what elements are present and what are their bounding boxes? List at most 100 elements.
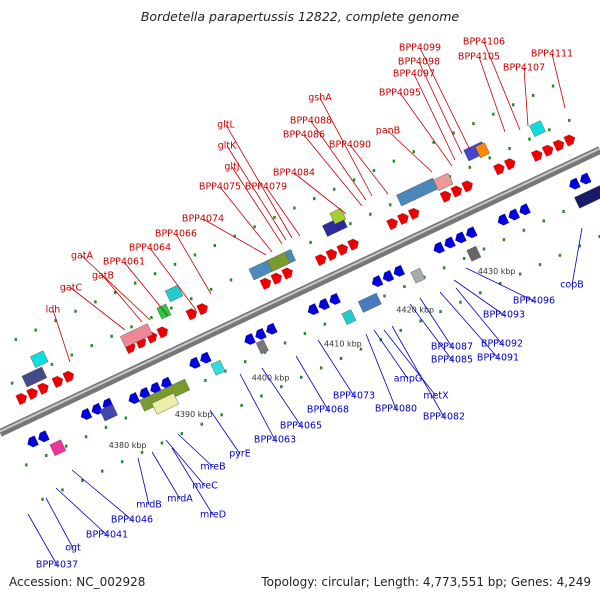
gene-label-bpp4037-leader	[27, 513, 58, 566]
gene-label-bpp4085-leader	[409, 303, 453, 361]
tick-dot	[240, 403, 243, 407]
feature-block	[475, 142, 490, 158]
tick-dot	[70, 353, 74, 357]
tick-dot	[153, 272, 157, 276]
gene-label-bpp4096-leader	[465, 267, 535, 302]
reverse-gene-arrow-shape	[318, 297, 331, 311]
tick-dot	[512, 103, 515, 107]
forward-gene-arrow-shape	[347, 238, 359, 251]
tick-dot	[419, 319, 422, 323]
feature-block-shape	[21, 366, 48, 388]
gene-label-bpp4046: BPP4046	[111, 515, 153, 526]
forward-gene-arrow-shape	[450, 185, 463, 198]
reverse-gene-arrow	[80, 407, 93, 421]
tick-dot	[283, 341, 287, 345]
gene-label-bpp4092-leader	[455, 287, 503, 345]
reverse-gene-arrow-shape	[465, 226, 478, 239]
tick-dot	[323, 322, 327, 326]
gene-label-pyre-leader	[209, 409, 241, 455]
feature-block-shape	[466, 245, 482, 262]
tick-dot	[224, 369, 227, 373]
tick-dot	[479, 291, 482, 295]
tick-dot	[472, 122, 475, 126]
gene-label-gsha-leader	[319, 97, 373, 197]
reverse-gene-arrow-shape	[568, 177, 581, 190]
forward-gene-arrow	[461, 180, 474, 193]
feature-block-shape	[475, 142, 490, 158]
gene-label-bpp4107-leader	[523, 67, 529, 127]
gene-label-bpp4079: BPP4079	[245, 182, 287, 193]
forward-gene-arrow-shape	[15, 392, 28, 406]
scale-tick-label-4390-kbp: 4390 kbp	[175, 410, 213, 419]
forward-gene-arrow-shape	[461, 180, 474, 193]
gene-label-gatc: gatC	[60, 283, 83, 294]
gene-label-bpp4084-leader	[293, 172, 347, 215]
forward-gene-arrow	[51, 375, 64, 389]
tick-dot	[200, 422, 204, 426]
gene-label-bpp4073: BPP4073	[333, 391, 375, 402]
tick-dot	[442, 266, 446, 270]
forward-gene-arrow	[15, 392, 28, 406]
forward-gene-arrow	[552, 139, 565, 152]
tick-dot	[492, 112, 495, 116]
tick-dot	[193, 253, 197, 257]
tick-dot	[412, 150, 416, 154]
forward-gene-arrow-shape	[62, 370, 75, 383]
tick-dot	[114, 290, 117, 294]
gene-label-bpp4066-leader	[175, 233, 212, 295]
reverse-gene-arrow-shape	[393, 264, 406, 277]
reverse-gene-arrow	[579, 172, 592, 185]
gene-label-bpp4063-leader	[239, 373, 276, 441]
reverse-gene-arrow	[199, 351, 212, 364]
reverse-gene-arrow	[433, 241, 446, 254]
reverse-gene-arrow-shape	[382, 269, 395, 283]
tick-dot	[339, 357, 343, 361]
reverse-gene-arrow-shape	[27, 435, 39, 448]
gene-label-ampg-leader	[373, 329, 409, 380]
tick-dot	[369, 212, 372, 216]
forward-gene-arrow-shape	[396, 212, 409, 226]
gene-label-bpp4068: BPP4068	[307, 405, 349, 416]
tick-dot	[45, 454, 48, 458]
gene-label-bpp4086-leader	[303, 134, 363, 207]
reverse-gene-arrow-shape	[371, 274, 384, 288]
forward-gene-arrow-shape	[51, 375, 64, 389]
gene-label-bpp4068-leader	[295, 355, 329, 411]
gene-label-bpp4111: BPP4111	[531, 49, 573, 60]
gene-label-pyre: pyrE	[229, 449, 251, 460]
gene-label-metx: metX	[423, 391, 449, 402]
feature-block-shape	[329, 207, 347, 225]
tick-dot	[423, 275, 426, 279]
gene-label-bpp4099: BPP4099	[399, 43, 441, 54]
reverse-gene-arrow	[128, 391, 141, 405]
gene-label-gltk-leader	[226, 145, 287, 241]
tick-dot	[558, 253, 562, 257]
gene-label-gatb: gatB	[92, 271, 114, 282]
feature-block	[410, 267, 426, 284]
feature-block	[433, 172, 454, 192]
scale-tick-label-4410-kbp: 4410 kbp	[324, 339, 362, 348]
gene-label-bpp4106-leader	[483, 41, 521, 131]
gene-label-bpp4075-leader	[219, 186, 273, 253]
feature-block-shape	[574, 185, 600, 209]
reverse-gene-arrow-shape	[255, 327, 267, 340]
tick-dot	[372, 168, 376, 172]
tick-dot	[10, 381, 14, 385]
reverse-gene-arrow	[189, 356, 201, 369]
forward-gene-arrow	[503, 158, 516, 171]
tick-dot	[542, 219, 545, 223]
reverse-gene-arrow	[307, 303, 320, 316]
tick-dot	[538, 263, 542, 267]
tick-dot	[303, 332, 307, 336]
gene-label-bpp4111-leader	[551, 53, 566, 109]
forward-gene-arrow	[439, 190, 452, 203]
feature-block	[210, 359, 226, 376]
map-title: Bordetella parapertussis 12822, complete…	[140, 9, 460, 24]
forward-gene-arrow-shape	[492, 163, 505, 176]
gene-label-bpp4088-leader	[310, 120, 367, 201]
forward-gene-arrow-shape	[259, 277, 272, 290]
tick-dot	[319, 366, 323, 370]
tick-dot	[84, 435, 88, 439]
tick-dot	[359, 347, 363, 351]
